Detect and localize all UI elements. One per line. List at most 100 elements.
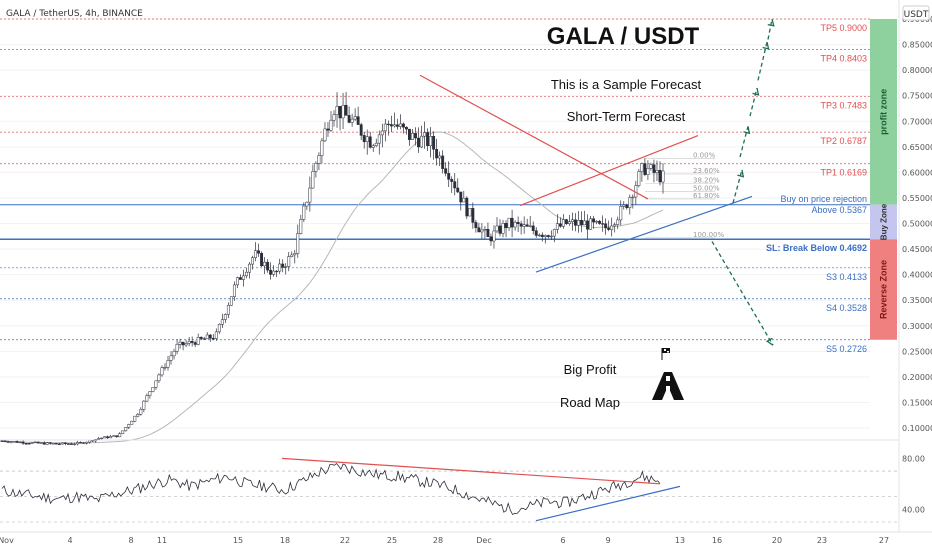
x-tick-label: Nov xyxy=(0,536,14,545)
candle-body xyxy=(604,223,608,229)
currency-badge[interactable] xyxy=(902,5,930,21)
candle-body xyxy=(169,355,173,361)
candle-body xyxy=(534,230,538,236)
trendlines-layer xyxy=(419,74,753,273)
candle-body xyxy=(118,433,122,438)
time-axis[interactable]: Nov 4 8 11 15 18 22 25 28 Dec 6 9 13 16 20 23 27 xyxy=(0,531,932,545)
candle-body xyxy=(133,415,137,422)
buy-text-1: Buy on price rejection xyxy=(780,194,867,204)
currency-label: USDT xyxy=(904,10,929,20)
y-tick-label: 0.60000 xyxy=(902,168,932,177)
road-map-text: Road Map xyxy=(560,395,620,410)
candle-body xyxy=(296,233,300,254)
y-tick-label: 0.85000 xyxy=(902,41,932,50)
buy-zone xyxy=(870,204,897,240)
candle-body xyxy=(76,442,79,445)
arrow-reverse xyxy=(711,241,774,346)
candle-body xyxy=(432,136,436,150)
candle-body xyxy=(411,133,414,140)
sample-forecast-text: This is a Sample Forecast xyxy=(551,77,702,92)
candle-body xyxy=(226,305,230,315)
arrow-tp3 xyxy=(749,87,758,117)
candle-body xyxy=(290,254,294,257)
candle-body xyxy=(287,256,291,267)
candle-body xyxy=(51,443,55,445)
candle-body xyxy=(151,387,155,392)
candle-body xyxy=(326,128,330,131)
price-axis[interactable]: 0.900000.850000.800000.750000.700000.650… xyxy=(898,0,932,532)
y-tick-label: 0.65000 xyxy=(902,143,932,152)
candle-body xyxy=(12,441,16,443)
candle-body xyxy=(160,367,164,376)
candle-body xyxy=(519,223,523,227)
candle-body xyxy=(456,187,460,193)
candle-body xyxy=(6,441,10,443)
candle-body xyxy=(507,217,511,229)
candle-body xyxy=(640,163,644,172)
candle-body xyxy=(184,343,188,346)
candle-body xyxy=(60,442,64,445)
fib-label: 23.60% xyxy=(693,167,720,175)
candle-body xyxy=(57,443,61,445)
level-label: S5 0.2726 xyxy=(826,344,867,354)
candle-body xyxy=(546,235,550,237)
candle-body xyxy=(178,341,182,345)
candle-body xyxy=(586,220,589,230)
candle-body xyxy=(447,173,451,180)
candle-body xyxy=(383,123,387,132)
candle-body xyxy=(628,197,632,209)
candle-body xyxy=(278,263,282,272)
x-tick-label: 25 xyxy=(387,536,397,545)
candle-body xyxy=(510,217,514,228)
candle-body xyxy=(522,224,526,227)
x-tick-label: 4 xyxy=(67,536,72,545)
candle-body xyxy=(275,270,279,273)
candle-body xyxy=(613,224,617,227)
candle-body xyxy=(429,136,433,146)
candle-body xyxy=(401,123,405,128)
arrow-tp1-head xyxy=(737,169,745,178)
profit-zone xyxy=(870,19,897,205)
x-tick-label: 22 xyxy=(340,536,350,545)
candle-body xyxy=(423,132,427,137)
candle-body xyxy=(272,270,276,275)
candle-body xyxy=(54,443,58,445)
candle-body xyxy=(564,219,568,224)
candle-body xyxy=(598,220,602,224)
candle-body xyxy=(48,442,52,444)
candle-body xyxy=(344,104,348,116)
candle-body xyxy=(175,344,179,352)
candle-body xyxy=(404,126,408,130)
flag-icon xyxy=(661,348,670,360)
candle-body xyxy=(3,440,7,442)
buy-zone-label: Buy Zone xyxy=(880,203,889,240)
y-tick-label: 0.45000 xyxy=(902,245,932,254)
y-tick-label: 0.55000 xyxy=(902,194,932,203)
candle-body xyxy=(18,441,22,444)
candle-body xyxy=(254,250,257,259)
candle-body xyxy=(474,222,478,228)
candle-body xyxy=(498,225,502,234)
candle-body xyxy=(308,187,312,203)
x-tick-label: 9 xyxy=(605,536,610,545)
candle-body xyxy=(211,337,215,340)
rsi-line xyxy=(1,462,661,516)
candle-body xyxy=(208,334,212,339)
candle-body xyxy=(302,205,306,220)
candle-body xyxy=(284,266,288,268)
candle-body xyxy=(480,229,484,233)
candle-body xyxy=(531,225,535,231)
candle-body xyxy=(235,277,239,286)
candle-body xyxy=(386,123,390,126)
candle-body xyxy=(356,116,360,125)
candle-body xyxy=(574,219,577,226)
candle-body xyxy=(245,271,248,277)
candle-body xyxy=(9,441,13,443)
candle-body xyxy=(558,223,562,227)
candle-body xyxy=(332,114,336,121)
candle-body xyxy=(504,223,508,229)
candle-body xyxy=(380,130,384,136)
x-tick-label: 28 xyxy=(433,536,443,545)
y-tick-label: 0.75000 xyxy=(902,92,932,101)
